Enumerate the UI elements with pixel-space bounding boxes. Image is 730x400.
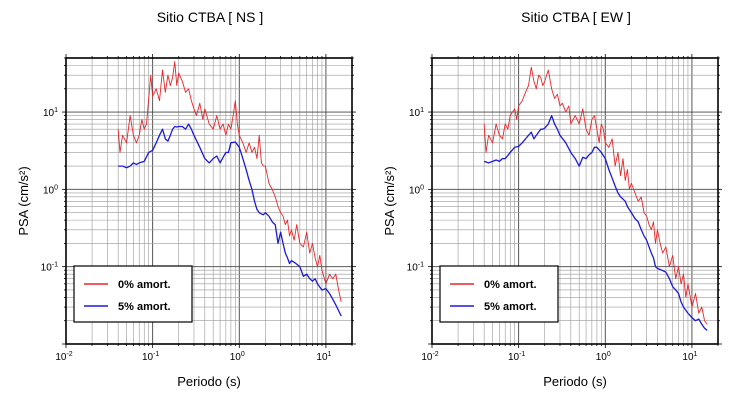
series-line-undamped [483,66,708,325]
x-tick-label: 10-1 [508,351,525,363]
series-line-damped [118,123,342,317]
chart-ns: 10-2 10-1 100 101 10-1 100 101 Sitio CTBA [ NS … [16,9,356,389]
x-tick-label: 10-1 [142,351,159,363]
y-tick-label: 10-1 [407,262,424,274]
legend-entry: 5% amort. [484,301,537,313]
legend-entry: 0% amort. [484,279,537,291]
x-tick-label: 101 [682,351,697,363]
chart-title: Sitio CTBA [ NS ] [157,9,264,25]
y-tick-label: 101 [43,107,58,119]
chart-title: Sitio CTBA [ EW ] [521,9,631,25]
y-tick-label: 100 [43,184,58,196]
series-group [117,61,342,317]
y-axis-label: PSA (cm/s²) [16,166,31,235]
x-tick-label: 100 [596,351,611,363]
series-line-undamped [117,61,342,303]
y-tick-label: 100 [409,184,424,196]
legend-box [439,265,559,323]
series-line-damped [483,114,708,331]
legend-entry: 5% amort. [118,301,171,313]
legend-box [73,265,193,323]
y-tick-label: 101 [409,107,424,119]
x-tick-label: 10-2 [55,351,72,363]
y-tick-label: 10-1 [41,262,58,274]
legend-entry: 0% amort. [118,279,171,291]
legend: 0% amort. 5% amort. [439,265,559,323]
series-group [483,66,708,331]
x-axis-label: Periodo (s) [543,374,607,389]
x-tick-label: 101 [316,351,331,363]
x-tick-label: 10-2 [421,351,438,363]
x-tick-label: 100 [230,351,245,363]
chart-ew: 10-2 10-1 100 101 10-1 100 101 Sitio CTBA [ EW … [382,9,722,389]
legend: 0% amort. 5% amort. [73,265,193,323]
x-axis-label: Periodo (s) [177,374,241,389]
y-axis-label: PSA (cm/s²) [382,166,397,235]
